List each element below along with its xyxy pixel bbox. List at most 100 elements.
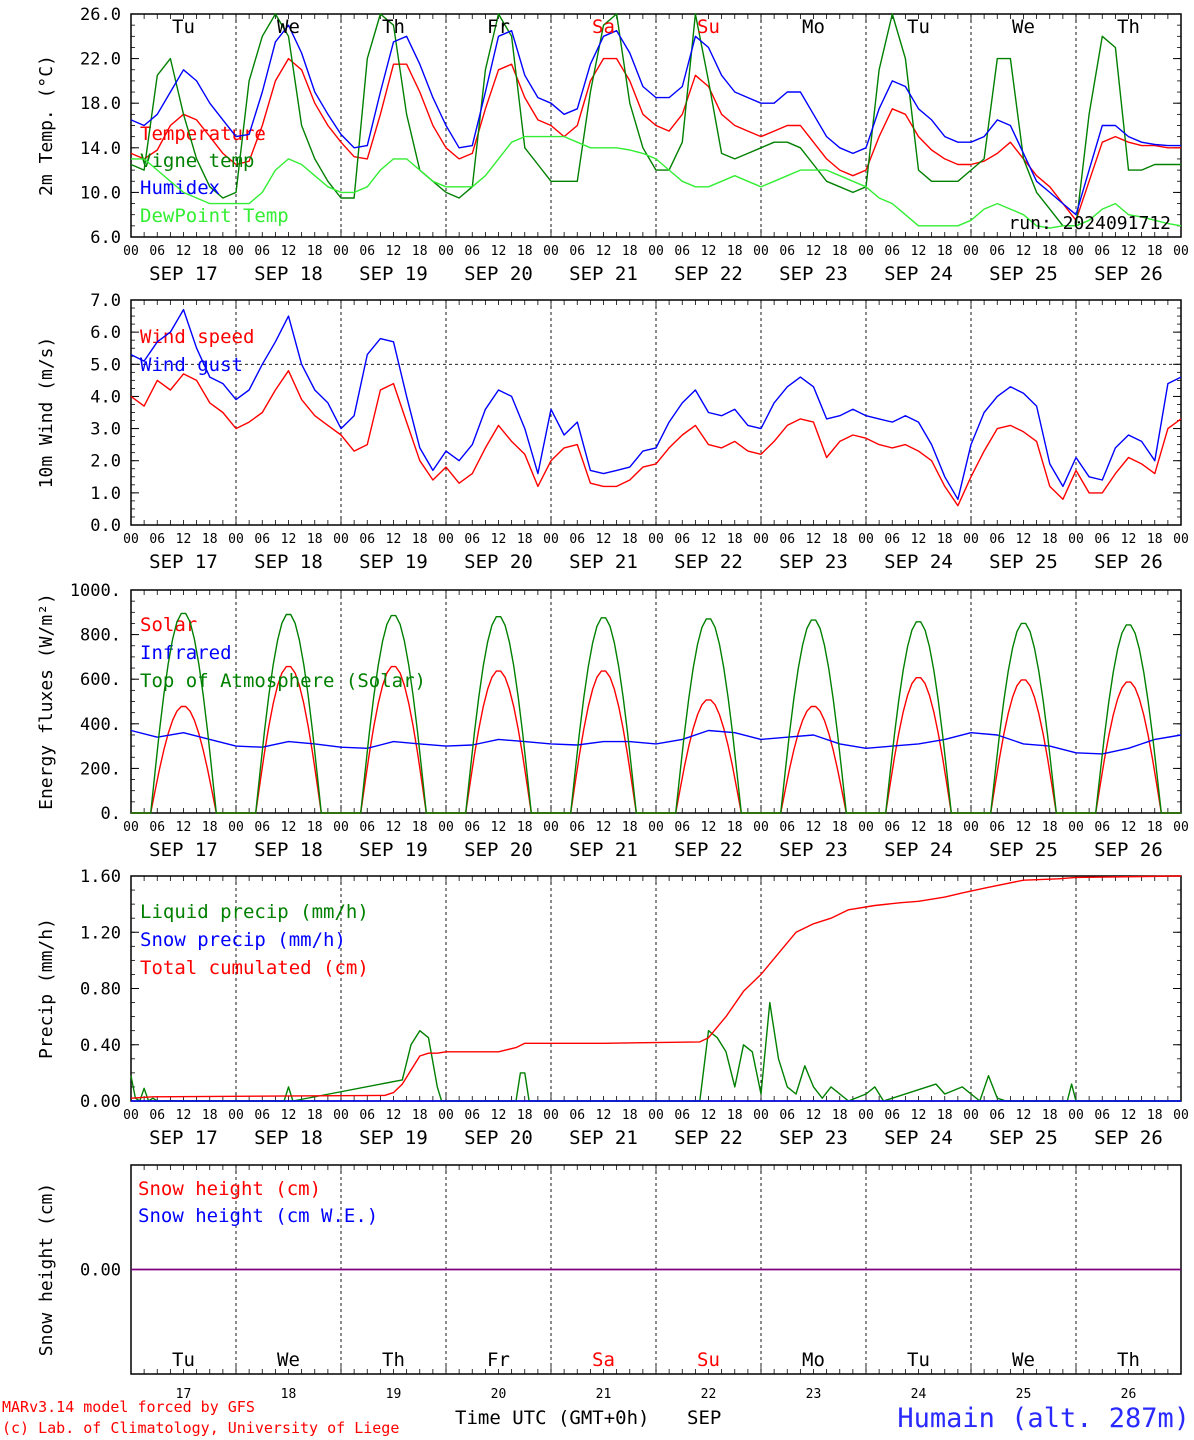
hour-label: 12	[701, 532, 717, 547]
hour-label: 18	[412, 1108, 428, 1123]
date-label: SEP 18	[254, 1127, 323, 1149]
date-label: SEP 26	[1094, 263, 1163, 285]
day-number-label: 25	[1016, 1387, 1032, 1402]
hour-label: 00	[123, 532, 139, 547]
date-label: SEP 17	[149, 263, 218, 285]
hour-label: 06	[149, 532, 165, 547]
hour-label: 06	[569, 244, 585, 259]
hour-label: 18	[727, 1108, 743, 1123]
legend-label: Top of Atmosphere (Solar)	[140, 670, 426, 692]
panel-5: 0.00 Snow height (cm) Snow height (cm) Snow…	[36, 1164, 1182, 1402]
date-label: SEP 19	[359, 263, 428, 285]
y-axis-title: Precip (mm/h)	[36, 918, 57, 1059]
hour-label: 06	[779, 244, 795, 259]
hour-label: 12	[911, 1108, 927, 1123]
hour-label: 18	[307, 820, 323, 835]
hour-label: 18	[832, 532, 848, 547]
hour-label: 00	[1068, 532, 1084, 547]
date-label: SEP 24	[884, 551, 953, 573]
hour-label: 00	[123, 820, 139, 835]
hour-label: 12	[491, 532, 507, 547]
hour-label: 06	[989, 244, 1005, 259]
hour-label: 00	[123, 244, 139, 259]
date-label: SEP 22	[674, 839, 743, 861]
hour-label: 00	[963, 244, 979, 259]
y-tick-label: 0.00	[80, 1092, 121, 1112]
y-tick-label: 1000.	[70, 581, 121, 601]
hour-label: 06	[254, 820, 270, 835]
weekday-label: Sa	[592, 1349, 615, 1371]
hour-label: 06	[149, 820, 165, 835]
day-number-label: 19	[386, 1387, 402, 1402]
hour-label: 06	[884, 532, 900, 547]
hour-label: 18	[622, 820, 638, 835]
hour-label: 06	[674, 244, 690, 259]
hour-label: 06	[464, 820, 480, 835]
hour-label: 18	[517, 244, 533, 259]
hour-label: 18	[307, 532, 323, 547]
hour-label: 06	[359, 1108, 375, 1123]
hour-label: 12	[491, 820, 507, 835]
legend-label: Snow precip (mm/h)	[140, 929, 346, 951]
weekday-label: Th	[382, 16, 405, 38]
date-label: SEP 26	[1094, 839, 1163, 861]
weekday-label: We	[1012, 1349, 1035, 1371]
series-line	[131, 135, 1182, 229]
hour-label: 06	[989, 820, 1005, 835]
date-label: SEP 25	[989, 1127, 1058, 1149]
hour-label: 06	[359, 820, 375, 835]
hour-label: 00	[753, 532, 769, 547]
hour-label: 12	[176, 244, 192, 259]
series-line	[131, 612, 1181, 814]
date-label: SEP 19	[359, 839, 428, 861]
hour-label: 00	[648, 820, 664, 835]
hour-label: 18	[727, 532, 743, 547]
hour-label: 00	[753, 820, 769, 835]
hour-label: 18	[1042, 820, 1058, 835]
y-tick-label: 1.60	[80, 867, 121, 887]
hour-label: 18	[1147, 820, 1163, 835]
hour-label: 06	[569, 1108, 585, 1123]
date-label: SEP 17	[149, 839, 218, 861]
y-tick-label: 26.0	[80, 5, 121, 25]
y-tick-label: 18.0	[80, 94, 121, 114]
date-label: SEP 23	[779, 1127, 848, 1149]
hour-label: 18	[937, 244, 953, 259]
date-label: SEP 18	[254, 551, 323, 573]
hour-label: 00	[858, 244, 874, 259]
hour-label: 18	[937, 820, 953, 835]
weekday-label: Th	[1117, 1349, 1140, 1371]
hour-label: 12	[911, 532, 927, 547]
hour-label: 18	[517, 1108, 533, 1123]
hour-label: 06	[464, 532, 480, 547]
date-label: SEP 23	[779, 263, 848, 285]
hour-label: 12	[596, 1108, 612, 1123]
weekday-label: Tu	[172, 1349, 195, 1371]
day-number-label: 26	[1121, 1387, 1137, 1402]
weekday-label: Mo	[802, 1349, 825, 1371]
date-label: SEP 24	[884, 263, 953, 285]
month-label: SEP	[687, 1407, 721, 1429]
hour-label: 12	[281, 1108, 297, 1123]
weekday-label: Su	[697, 1349, 720, 1371]
day-number-label: 22	[701, 1387, 717, 1402]
hour-label: 18	[517, 820, 533, 835]
hour-label: 06	[464, 244, 480, 259]
hour-label: 06	[779, 820, 795, 835]
hour-label: 06	[884, 244, 900, 259]
hour-label: 12	[701, 1108, 717, 1123]
legend-label: Temperature	[140, 123, 266, 145]
hour-label: 12	[281, 532, 297, 547]
lab-credit: (c) Lab. of Climatology, University of L…	[2, 1419, 399, 1437]
hour-label: 00	[1173, 244, 1189, 259]
hour-label: 12	[176, 1108, 192, 1123]
hour-label: 12	[1121, 244, 1137, 259]
hour-label: 06	[1094, 1108, 1110, 1123]
date-label: SEP 26	[1094, 551, 1163, 573]
hour-label: 06	[254, 244, 270, 259]
hour-label: 06	[254, 532, 270, 547]
weekday-label: We	[277, 1349, 300, 1371]
weekday-label: We	[1012, 16, 1035, 38]
hour-label: 12	[1121, 532, 1137, 547]
weekday-label: We	[277, 16, 300, 38]
